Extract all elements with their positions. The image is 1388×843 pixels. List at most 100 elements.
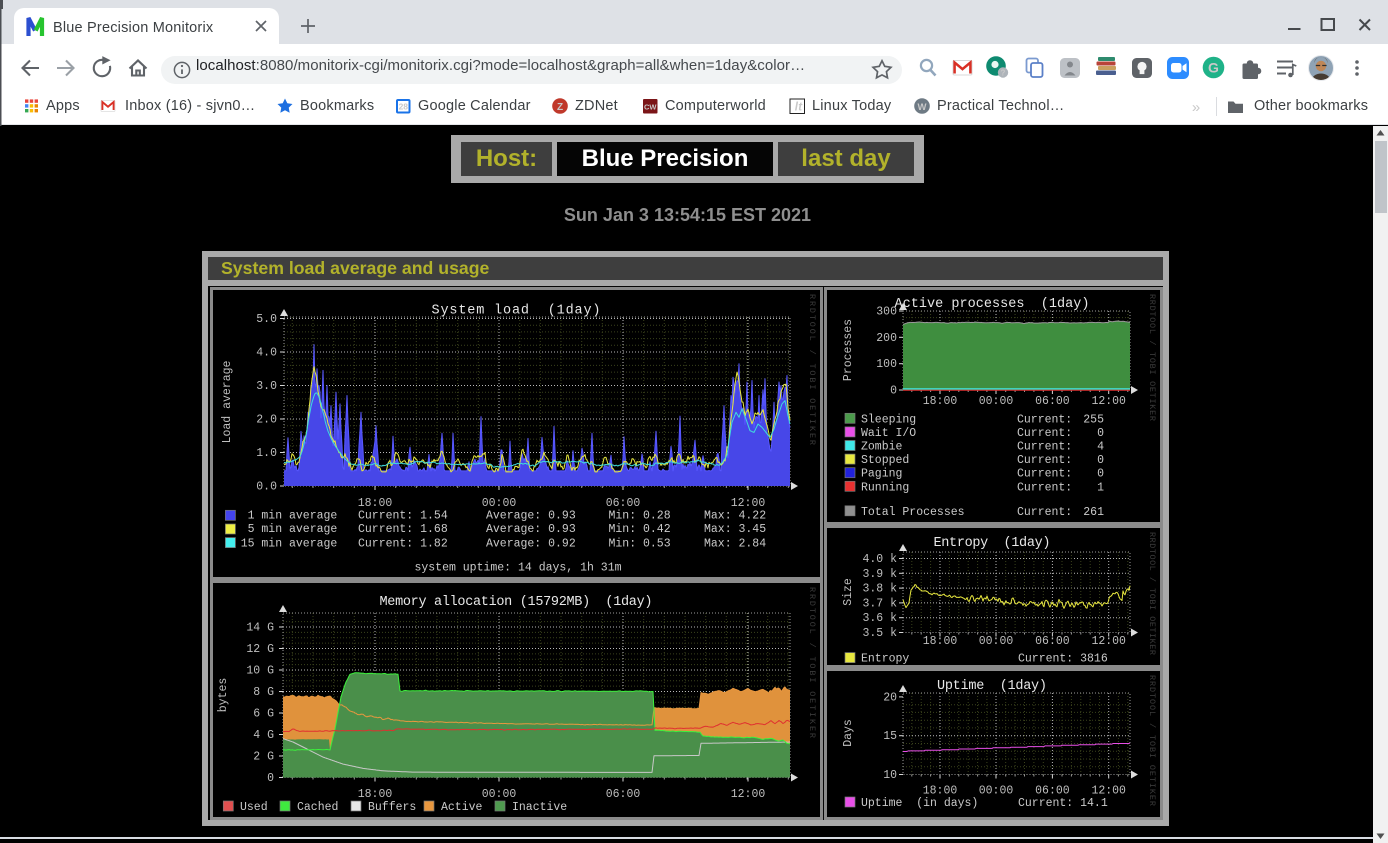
svg-text:12:00: 12:00 [731, 788, 766, 801]
svg-text:Active: Active [441, 801, 483, 814]
svg-text:l: l [795, 102, 799, 114]
svg-text:261: 261 [1083, 506, 1104, 519]
svg-text:18:00: 18:00 [358, 497, 393, 510]
svg-text:12:00: 12:00 [1091, 395, 1126, 408]
svg-text:1 min average: 1 min average [248, 510, 338, 523]
svg-text:15 min average: 15 min average [241, 537, 338, 550]
svg-text:Running: Running [861, 481, 909, 494]
svg-text:4.0 k: 4.0 k [862, 553, 897, 566]
svg-text:00:00: 00:00 [979, 785, 1014, 798]
svg-text:Current:: Current: [1017, 506, 1072, 519]
svg-text:Current:: Current: [1017, 427, 1072, 440]
svg-text:06:00: 06:00 [606, 497, 641, 510]
svg-text:Cached: Cached [297, 801, 338, 814]
svg-text:Wait I/O: Wait I/O [861, 427, 916, 440]
svg-text:3.5 k: 3.5 k [862, 627, 897, 640]
svg-text:Max: 4.22: Max: 4.22 [704, 510, 766, 523]
svg-text:bytes: bytes [217, 678, 230, 713]
svg-text:Max: 3.45: Max: 3.45 [704, 523, 766, 536]
svg-text:Min: 0.53: Min: 0.53 [609, 537, 671, 550]
svg-text:RRDTOOL / TOBI OETIKER: RRDTOOL / TOBI OETIKER [807, 587, 817, 739]
svg-text:W: W [918, 102, 927, 113]
svg-text:300: 300 [876, 306, 897, 319]
svg-text:Current: 1.54: Current: 1.54 [358, 510, 448, 523]
svg-text:Processes: Processes [842, 319, 855, 381]
svg-text:Size: Size [842, 578, 855, 606]
svg-text:4: 4 [1097, 441, 1104, 454]
svg-text:20: 20 [883, 691, 897, 704]
svg-text:Current:: Current: [1017, 481, 1072, 494]
svg-text:Average: 0.92: Average: 0.92 [486, 537, 576, 550]
svg-text:18:00: 18:00 [923, 635, 958, 648]
svg-text:1: 1 [1097, 481, 1104, 494]
svg-text:Current:: Current: [1017, 441, 1072, 454]
svg-text:RRDTOOL / TOBI OETIKER: RRDTOOL / TOBI OETIKER [807, 294, 817, 446]
svg-text:15: 15 [883, 730, 897, 743]
svg-text:system uptime: 14 days, 1h 31m: system uptime: 14 days, 1h 31m [414, 561, 621, 574]
svg-text:Uptime (1day): Uptime (1day) [937, 679, 1047, 694]
svg-text:Paging: Paging [861, 468, 902, 481]
svg-text:0.0: 0.0 [256, 481, 277, 494]
svg-text:3.8 k: 3.8 k [862, 583, 897, 596]
svg-text:3.0: 3.0 [256, 380, 277, 393]
svg-text:5.0: 5.0 [256, 313, 277, 326]
svg-text:RRDTOOL / TOBI OETIKER: RRDTOOL / TOBI OETIKER [1147, 532, 1157, 656]
svg-text:RRDTOOL / TOBI OETIKER: RRDTOOL / TOBI OETIKER [1147, 294, 1157, 422]
svg-text:System load (1day): System load (1day) [432, 304, 601, 319]
svg-text:Buffers: Buffers [368, 801, 416, 814]
svg-text:00:00: 00:00 [482, 497, 517, 510]
svg-text:Current: 14.1: Current: 14.1 [1018, 797, 1108, 810]
svg-text:Current:: Current: [1017, 454, 1072, 467]
svg-text:0: 0 [267, 772, 274, 785]
svg-text:6 G: 6 G [253, 708, 274, 721]
svg-text:12:00: 12:00 [1091, 785, 1126, 798]
svg-text:28: 28 [399, 102, 409, 112]
svg-text:06:00: 06:00 [1035, 785, 1070, 798]
svg-text:Min: 0.42: Min: 0.42 [609, 523, 671, 536]
svg-text:Entropy (1day): Entropy (1day) [934, 536, 1051, 551]
svg-text:00:00: 00:00 [979, 395, 1014, 408]
svg-text:0: 0 [890, 385, 897, 398]
svg-text:Days: Days [842, 719, 855, 747]
svg-text:2 G: 2 G [253, 751, 274, 764]
svg-text:Current:: Current: [1017, 413, 1072, 426]
svg-text:Current: 1.82: Current: 1.82 [358, 537, 448, 550]
svg-text:3.7 k: 3.7 k [862, 597, 897, 610]
svg-text:06:00: 06:00 [1035, 635, 1070, 648]
svg-text:Used: Used [240, 801, 268, 814]
svg-text:CW: CW [644, 102, 657, 111]
svg-text:0: 0 [1097, 427, 1104, 440]
svg-text:Z: Z [557, 102, 563, 113]
svg-text:10: 10 [883, 769, 897, 782]
svg-text:t: t [798, 102, 803, 114]
svg-text:200: 200 [876, 332, 897, 345]
svg-text:12:00: 12:00 [1091, 635, 1126, 648]
svg-text:1.0: 1.0 [256, 447, 277, 460]
svg-text:Current:: Current: [1017, 468, 1072, 481]
svg-text:Min: 0.28: Min: 0.28 [609, 510, 671, 523]
svg-text:3.6 k: 3.6 k [862, 612, 897, 625]
svg-text:Zombie: Zombie [861, 441, 903, 454]
svg-text:2.0: 2.0 [256, 414, 277, 427]
svg-text:Entropy: Entropy [861, 653, 909, 666]
svg-text:RRDTOOL / TOBI OETIKER: RRDTOOL / TOBI OETIKER [1147, 675, 1157, 807]
svg-text:06:00: 06:00 [606, 788, 641, 801]
svg-text:Memory allocation (15792MB) (: Memory allocation (15792MB) (1day) [380, 595, 653, 610]
svg-text:18:00: 18:00 [923, 395, 958, 408]
svg-text:00:00: 00:00 [979, 635, 1014, 648]
svg-text:?: ? [1001, 69, 1006, 78]
svg-text:100: 100 [876, 358, 897, 371]
svg-text:3.9 k: 3.9 k [862, 568, 897, 581]
svg-text:Active processes (1day): Active processes (1day) [895, 297, 1090, 312]
svg-text:Uptime (in days): Uptime (in days) [861, 797, 978, 810]
svg-text:Stopped: Stopped [861, 454, 909, 467]
svg-text:Average: 0.93: Average: 0.93 [486, 523, 576, 536]
svg-text:Average: 0.93: Average: 0.93 [486, 510, 576, 523]
svg-text:4 G: 4 G [253, 729, 274, 742]
svg-text:4.0: 4.0 [256, 347, 277, 360]
svg-text:10 G: 10 G [246, 665, 274, 678]
svg-text:0: 0 [1097, 454, 1104, 467]
svg-text:Sleeping: Sleeping [861, 413, 916, 426]
svg-text:Inactive: Inactive [512, 801, 567, 814]
svg-text:Max: 2.84: Max: 2.84 [704, 537, 766, 550]
